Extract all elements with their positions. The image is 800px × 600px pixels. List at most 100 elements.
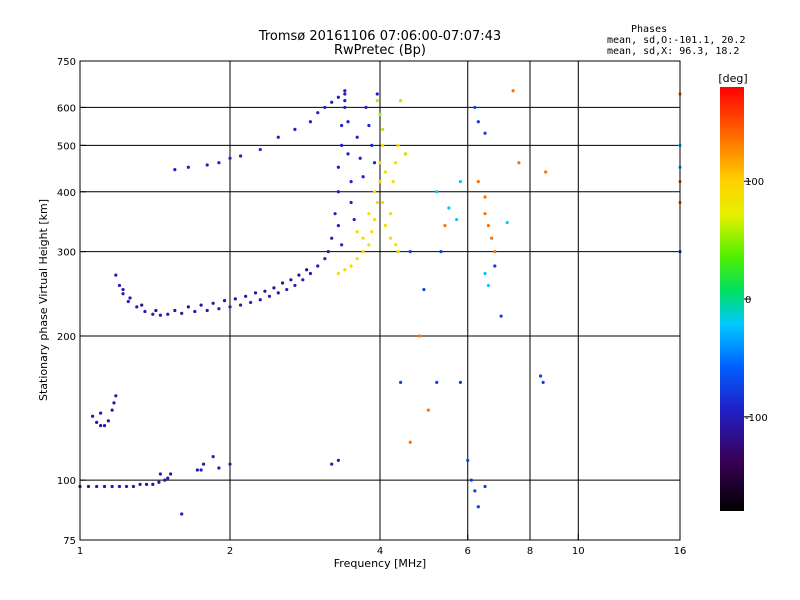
data-point xyxy=(143,309,147,314)
data-point xyxy=(158,313,163,317)
data-point xyxy=(399,98,403,103)
data-point xyxy=(483,212,487,216)
data-point xyxy=(166,476,170,480)
data-point xyxy=(86,484,91,489)
data-point xyxy=(238,154,243,158)
grid-lines xyxy=(80,61,680,540)
y-tick-label: 75 xyxy=(63,536,76,547)
y-tick-label: 600 xyxy=(57,103,76,114)
data-point xyxy=(499,314,503,318)
data-point xyxy=(199,303,203,307)
data-point xyxy=(486,283,490,288)
data-point xyxy=(476,180,480,184)
data-point xyxy=(355,257,359,261)
data-point xyxy=(483,195,487,199)
data-point xyxy=(102,484,107,489)
data-point xyxy=(483,484,487,489)
data-point xyxy=(364,105,368,110)
data-point xyxy=(466,458,470,462)
data-point xyxy=(375,200,379,205)
data-point xyxy=(367,123,371,128)
y-tick-label: 750 xyxy=(57,57,76,68)
data-point xyxy=(305,268,309,272)
data-point xyxy=(476,120,480,124)
data-point xyxy=(352,217,356,222)
data-point xyxy=(439,250,443,254)
data-point xyxy=(544,170,548,174)
data-point xyxy=(289,278,293,282)
y-axis-ticks: 75 100 200 300 400 500 600 750 xyxy=(57,57,86,547)
x-tick-label: 16 xyxy=(674,546,687,557)
data-point xyxy=(378,112,382,117)
data-point xyxy=(249,300,253,305)
data-point xyxy=(121,287,125,292)
data-point xyxy=(157,480,161,484)
data-point xyxy=(473,489,477,493)
data-point xyxy=(336,458,340,462)
data-point xyxy=(493,250,497,254)
data-point xyxy=(217,466,221,470)
colorbar-tick-label: -100 xyxy=(745,413,768,424)
data-point xyxy=(186,305,190,309)
chart-title: Tromsø 20161106 07:06:00-07:07:43 xyxy=(258,29,501,44)
data-point xyxy=(355,230,359,234)
data-point xyxy=(205,163,209,167)
data-point xyxy=(205,308,209,313)
data-point xyxy=(483,271,487,276)
data-point xyxy=(263,289,267,293)
x-tick-label: 1 xyxy=(77,546,83,557)
y-axis-label: Stationary phase Virtual Height [km] xyxy=(37,199,50,401)
data-point xyxy=(383,223,387,228)
data-point xyxy=(323,105,327,110)
colorbar-tick-label: 100 xyxy=(745,177,764,188)
data-point xyxy=(483,131,487,135)
data-point xyxy=(381,127,385,131)
data-point xyxy=(435,190,439,194)
data-point xyxy=(372,190,377,194)
data-point xyxy=(135,305,139,309)
data-point xyxy=(383,170,387,174)
data-point xyxy=(340,243,344,247)
data-point xyxy=(343,268,347,272)
data-point xyxy=(293,127,297,131)
data-point xyxy=(166,312,170,316)
y-tick-label: 300 xyxy=(57,248,76,259)
data-point xyxy=(378,161,382,165)
y-tick-label: 200 xyxy=(57,332,76,343)
data-point xyxy=(349,264,353,268)
data-point xyxy=(381,200,385,205)
data-point xyxy=(396,250,400,254)
data-point xyxy=(378,180,382,184)
data-point xyxy=(372,217,377,222)
data-point xyxy=(114,394,118,398)
data-point xyxy=(180,311,184,315)
data-point xyxy=(336,165,340,169)
data-point xyxy=(267,294,272,298)
data-point xyxy=(211,301,215,305)
data-point xyxy=(469,478,473,482)
data-point xyxy=(375,98,379,103)
data-point xyxy=(443,223,447,228)
data-point xyxy=(95,484,99,489)
phases-x-mode-stats: mean, sd,X: 96.3, 18.2 xyxy=(607,46,739,57)
data-point xyxy=(222,299,227,303)
data-point xyxy=(276,291,280,295)
data-point xyxy=(238,303,243,307)
data-point xyxy=(293,283,297,288)
data-point xyxy=(399,380,403,384)
data-point xyxy=(308,271,313,276)
data-point xyxy=(163,478,167,482)
data-point xyxy=(140,303,144,307)
data-point xyxy=(201,462,206,466)
data-point xyxy=(336,271,340,276)
data-point xyxy=(124,484,129,489)
data-point xyxy=(493,264,497,268)
data-point xyxy=(110,484,114,489)
data-point xyxy=(340,143,344,147)
data-point xyxy=(346,120,350,124)
data-point xyxy=(388,236,393,240)
data-point xyxy=(228,305,232,309)
x-tick-label: 10 xyxy=(572,546,585,557)
data-point xyxy=(154,308,158,313)
data-point xyxy=(199,468,203,472)
